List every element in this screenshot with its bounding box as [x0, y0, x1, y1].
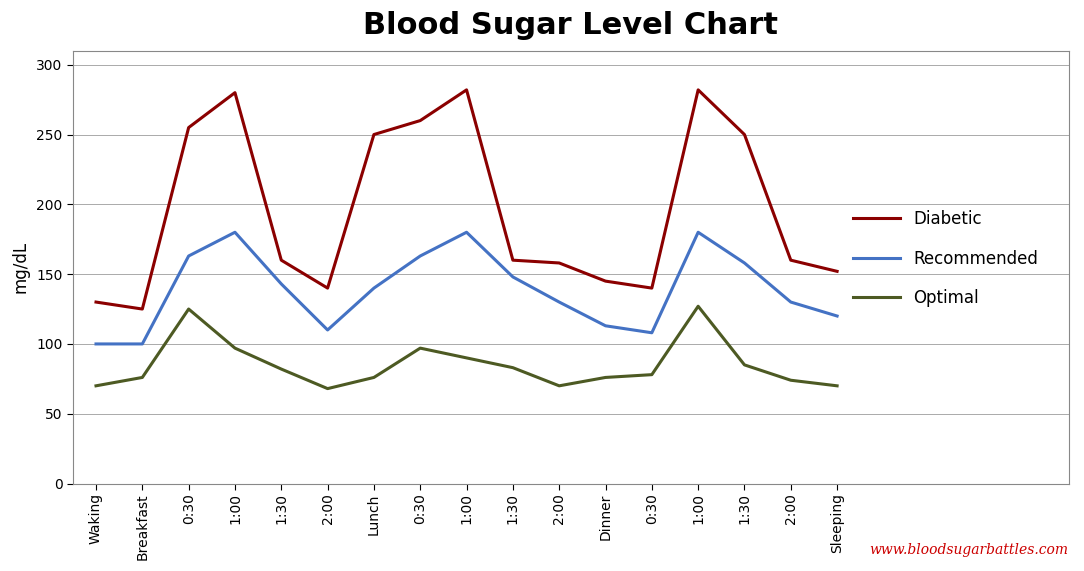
Optimal [599, 374, 612, 381]
Diabetic [321, 285, 334, 292]
Recommended [785, 299, 798, 305]
Optimal [553, 383, 566, 389]
Recommended [830, 312, 843, 319]
Diabetic [645, 285, 658, 292]
Recommended [367, 285, 380, 292]
Diabetic [274, 257, 287, 264]
Recommended [182, 252, 195, 259]
Diabetic [90, 299, 103, 305]
Recommended [645, 329, 658, 336]
Recommended [321, 327, 334, 333]
Diabetic [553, 260, 566, 267]
Recommended [229, 229, 242, 236]
Recommended [506, 274, 519, 280]
Legend: Diabetic, Recommended, Optimal: Diabetic, Recommended, Optimal [853, 210, 1037, 307]
Diabetic [229, 89, 242, 96]
Optimal [90, 383, 103, 389]
Line: Diabetic: Diabetic [96, 90, 837, 309]
Line: Recommended: Recommended [96, 232, 837, 344]
Diabetic [738, 131, 751, 138]
Recommended [738, 260, 751, 267]
Optimal [274, 365, 287, 372]
Optimal [645, 371, 658, 378]
Diabetic [367, 131, 380, 138]
Diabetic [182, 124, 195, 131]
Recommended [599, 323, 612, 329]
Title: Blood Sugar Level Chart: Blood Sugar Level Chart [363, 11, 778, 40]
Recommended [460, 229, 473, 236]
Diabetic [599, 278, 612, 284]
Optimal [692, 303, 705, 309]
Recommended [414, 252, 427, 259]
Optimal [738, 361, 751, 368]
Diabetic [460, 86, 473, 93]
Diabetic [506, 257, 519, 264]
Recommended [692, 229, 705, 236]
Diabetic [830, 268, 843, 275]
Optimal [229, 345, 242, 352]
Optimal [136, 374, 149, 381]
Diabetic [692, 86, 705, 93]
Line: Optimal: Optimal [96, 306, 837, 389]
Recommended [553, 299, 566, 305]
Recommended [274, 280, 287, 287]
Recommended [136, 340, 149, 347]
Optimal [414, 345, 427, 352]
Diabetic [136, 305, 149, 312]
Optimal [506, 364, 519, 371]
Optimal [367, 374, 380, 381]
Optimal [321, 385, 334, 392]
Optimal [182, 305, 195, 312]
Text: www.bloodsugarbattles.com: www.bloodsugarbattles.com [868, 542, 1068, 557]
Y-axis label: mg/dL: mg/dL [11, 241, 29, 293]
Diabetic [414, 117, 427, 124]
Diabetic [785, 257, 798, 264]
Recommended [90, 340, 103, 347]
Optimal [830, 383, 843, 389]
Optimal [785, 377, 798, 384]
Optimal [460, 355, 473, 361]
